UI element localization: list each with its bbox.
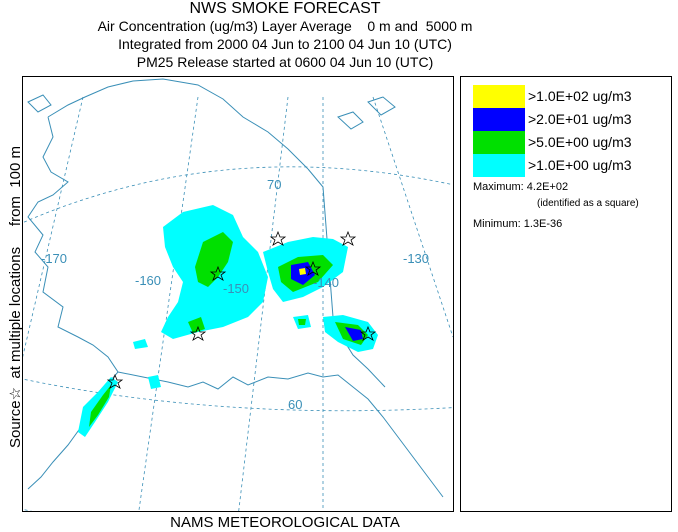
legend-swatch <box>473 131 525 154</box>
lon-line-m130 <box>372 96 453 338</box>
source-star-icon <box>339 230 357 246</box>
plume-alaska-peninsula <box>78 339 161 437</box>
legend-label: >2.0E+01 ug/m3 <box>528 111 632 127</box>
lon-label-m170: -170 <box>41 251 67 266</box>
source-star-icon <box>269 230 287 246</box>
minimum-value: Minimum: 1.3E-36 <box>473 218 563 230</box>
lon-label-m150: -150 <box>223 281 249 296</box>
lon-line-m150 <box>238 96 289 511</box>
forecast-title: NWS SMOKE FORECAST <box>189 0 381 17</box>
legend-label: >5.0E+00 ug/m3 <box>528 134 632 150</box>
plume-eastern-alaska <box>263 237 348 302</box>
legend-swatch <box>473 108 525 131</box>
source-star-icon <box>304 260 322 276</box>
release-start: PM25 Release started at 0600 04 Jun 10 (… <box>136 54 434 70</box>
legend-panel: >1.0E+02 ug/m3 >2.0E+01 ug/m3 >5.0E+00 u… <box>460 76 672 512</box>
lat-label-60: 60 <box>288 397 302 412</box>
lon-line-m160 <box>138 96 199 511</box>
maximum-value: Maximum: 4.2E+02 <box>473 181 569 193</box>
lat-line-70 <box>23 166 453 224</box>
lon-label-m160: -160 <box>135 273 161 288</box>
legend-label: >1.0E+02 ug/m3 <box>528 88 632 104</box>
data-source-footer: NAMS METEOROLOGICAL DATA <box>170 514 400 531</box>
legend-swatch <box>473 154 525 177</box>
map-canvas: 70 60 -170 -160 -150 -140 -130 <box>23 78 453 511</box>
arctic-islands <box>27 94 396 130</box>
source-star-icon <box>359 325 377 341</box>
lon-label-m140: -140 <box>313 275 339 290</box>
legend-label: >1.0E+00 ug/m3 <box>528 157 632 173</box>
concentration-subtitle: Air Concentration (ug/m3) Layer Average … <box>97 18 473 34</box>
maximum-note: (identified as a square) <box>537 198 639 209</box>
source-star-icon <box>106 373 124 389</box>
legend-item: >5.0E+00 ug/m3 <box>473 131 663 154</box>
lon-label-m130: -130 <box>403 251 429 266</box>
smoke-map: 70 60 -170 -160 -150 -140 -130 <box>22 76 454 512</box>
source-star-icon <box>209 265 227 281</box>
lat-label-70: 70 <box>267 177 281 192</box>
plume-yukon-border <box>293 315 378 352</box>
legend-swatch <box>473 85 525 108</box>
legend-item: >1.0E+00 ug/m3 <box>473 154 663 177</box>
source-markers <box>106 230 377 389</box>
source-star-icon <box>189 325 207 341</box>
legend-item: >2.0E+01 ug/m3 <box>473 108 663 131</box>
lat-line-50 <box>23 508 33 511</box>
legend-item: >1.0E+02 ug/m3 <box>473 85 663 108</box>
integration-period: Integrated from 2000 04 Jun to 2100 04 J… <box>118 36 452 52</box>
